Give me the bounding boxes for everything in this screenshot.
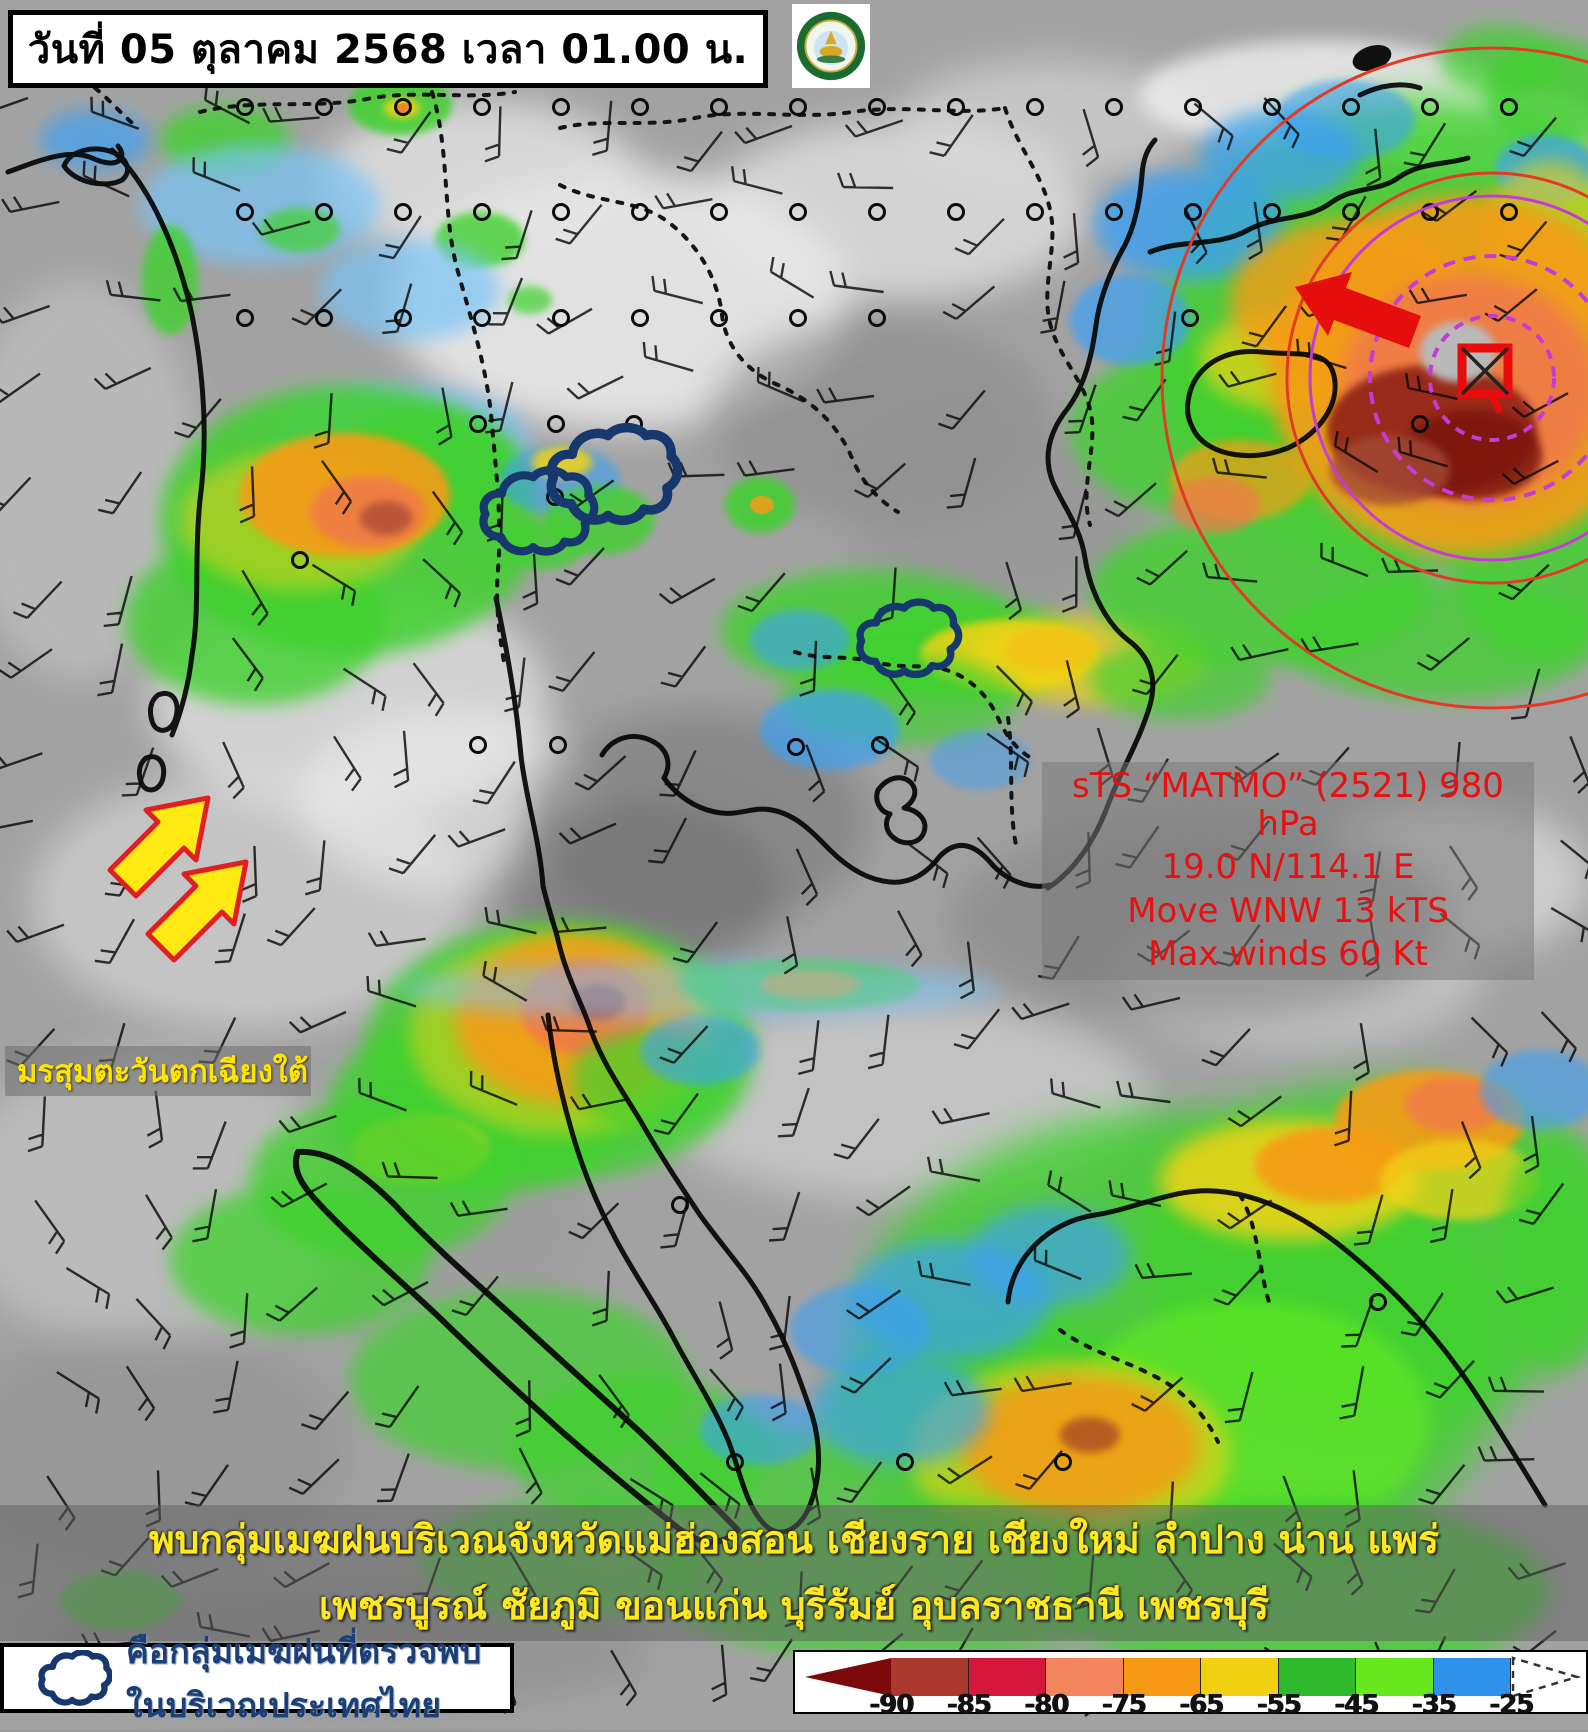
- cloud-legend-text: คือกลุ่มเมฆฝนที่ตรวจพบในบริเวณประเทศไทย: [126, 1632, 482, 1726]
- storm-motion-arrow-icon: [1295, 272, 1421, 348]
- storm-center-icon: [1457, 343, 1513, 414]
- monsoon-arrow-icons: [107, 795, 249, 963]
- storm-info-line2: 19.0 N/114.1 E: [1161, 847, 1415, 888]
- bottom-caption-band: พบกลุ่มเมฆฝนบริเวณจังหวัดแม่ฮ่องสอน เชีย…: [0, 1505, 1588, 1641]
- coastlines: [5, 82, 1548, 1546]
- storm-annotation: [1160, 46, 1588, 710]
- date-time-label: วันที่ 05 ตุลาคม 2568 เวลา 01.00 น.: [27, 27, 749, 73]
- date-time-box: วันที่ 05 ตุลาคม 2568 เวลา 01.00 น.: [8, 10, 768, 88]
- storm-info-box: sTS “MATMO” (2521) 980 hPa 19.0 N/114.1 …: [1042, 762, 1534, 980]
- bottom-caption-line2: เพชรบูรณ์ ชัยภูมิ ขอนแก่น บุรีรัมย์ อุบล…: [318, 1584, 1270, 1629]
- scale-right-dashed-arrow: [1511, 1656, 1581, 1698]
- storm-info-line4: Max winds 60 Kt: [1148, 934, 1428, 975]
- dotted-borders: [93, 86, 1272, 1444]
- cloud-legend-box: คือกลุ่มเมฆฝนที่ตรวจพบในบริเวณประเทศไทย: [0, 1632, 514, 1726]
- agency-logo-box: [792, 4, 870, 88]
- bottom-caption-line1: พบกลุ่มเมฆฝนบริเวณจังหวัดแม่ฮ่องสอน เชีย…: [148, 1518, 1440, 1563]
- scale-color-cells: [891, 1658, 1511, 1696]
- monsoon-label: มรสุมตะวันตกเฉียงใต้: [5, 1046, 311, 1096]
- coast-island-blob: [1352, 45, 1392, 71]
- rain-cloud-icon: [38, 1650, 112, 1706]
- storm-info-line1: sTS “MATMO” (2521) 980 hPa: [1072, 766, 1504, 844]
- storm-info-line3: Move WNW 13 kTS: [1127, 890, 1449, 931]
- tmd-logo-icon: [796, 11, 866, 81]
- scale-left-arrow: [805, 1658, 891, 1696]
- temperature-scale-box: -90 -85 -80 -75 -65 -55 -45 -35 -25: [793, 1650, 1588, 1720]
